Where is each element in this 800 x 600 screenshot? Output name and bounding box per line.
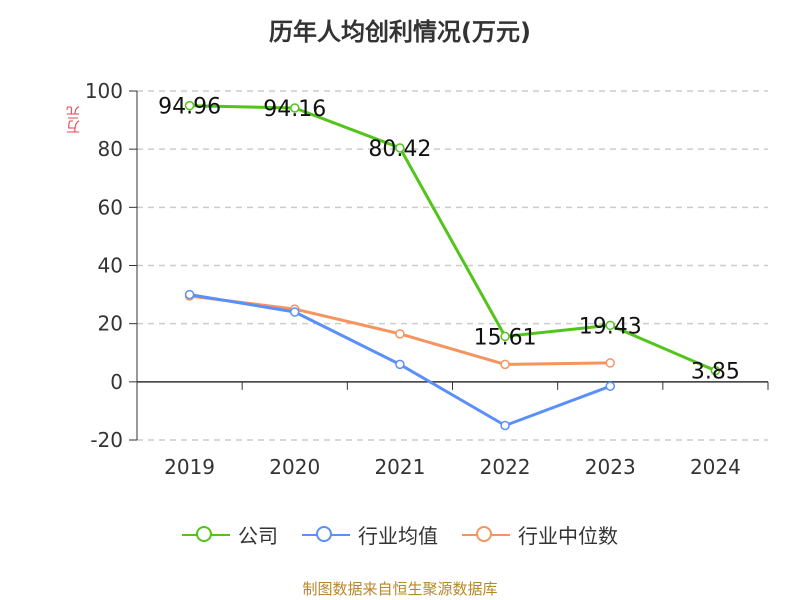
axes: 100 80 60 40 20 0 -20 2019 2020 2021 2022 2023 2024 (85, 79, 769, 479)
legend: 公司 行业均值 行业中位数 (0, 520, 800, 549)
y-tick-label: 20 (98, 312, 123, 336)
data-point (395, 359, 405, 370)
data-labels: 94.96 94.16 80.42 15.61 19.43 3.85 (158, 95, 740, 385)
data-point (184, 289, 195, 300)
y-tick-label: -20 (90, 428, 123, 452)
x-tick-label: 2021 (374, 455, 425, 479)
y-tick-label: 100 (85, 79, 123, 103)
legend-marker-icon (182, 525, 230, 544)
data-label: 94.96 (158, 95, 221, 120)
series-lines (184, 100, 721, 431)
data-label: 94.16 (263, 97, 326, 122)
data-point (395, 329, 405, 339)
legend-label-industry-mean: 行业均值 (358, 524, 438, 548)
source-footer: 制图数据来自恒生聚源数据库 (302, 580, 498, 598)
legend-dot-industry-mean (316, 525, 332, 542)
chart-title: 历年人均创利情况(万元) (269, 18, 531, 46)
data-point (605, 358, 615, 368)
legend-item-industry-median[interactable]: 行业中位数 (462, 520, 618, 549)
x-tick-label: 2024 (690, 455, 741, 479)
data-point (605, 381, 615, 391)
legend-dot-industry-median (476, 525, 492, 542)
data-point (290, 307, 300, 317)
legend-item-company[interactable]: 公司 (182, 520, 278, 549)
data-point (605, 320, 615, 331)
data-point (290, 103, 300, 113)
legend-item-industry-mean[interactable]: 行业均值 (302, 520, 438, 549)
data-label: 15.61 (474, 325, 537, 350)
data-label: 3.85 (691, 360, 740, 385)
legend-marker-icon (462, 525, 510, 544)
y-tick-label: 40 (98, 254, 123, 278)
data-label: 80.42 (368, 137, 431, 162)
x-tick-label: 2023 (585, 455, 636, 479)
series-line-0 (189, 104, 716, 372)
legend-label-industry-median: 行业中位数 (518, 524, 618, 548)
x-tick-label: 2019 (164, 455, 215, 479)
data-point (500, 331, 510, 342)
data-point (710, 365, 721, 376)
legend-dot-company (196, 525, 212, 542)
data-point (500, 359, 510, 370)
data-point (395, 143, 405, 153)
legend-marker-icon (302, 525, 350, 544)
y-tick-label: 80 (98, 137, 123, 161)
x-tick-label: 2022 (480, 455, 531, 479)
data-point (184, 100, 195, 111)
y-tick-label: 0 (110, 370, 123, 394)
data-label: 19.43 (579, 314, 642, 339)
legend-label-company: 公司 (238, 524, 278, 548)
x-tick-label: 2020 (269, 455, 320, 479)
data-point (500, 420, 510, 431)
y-tick-label: 60 (98, 195, 123, 219)
